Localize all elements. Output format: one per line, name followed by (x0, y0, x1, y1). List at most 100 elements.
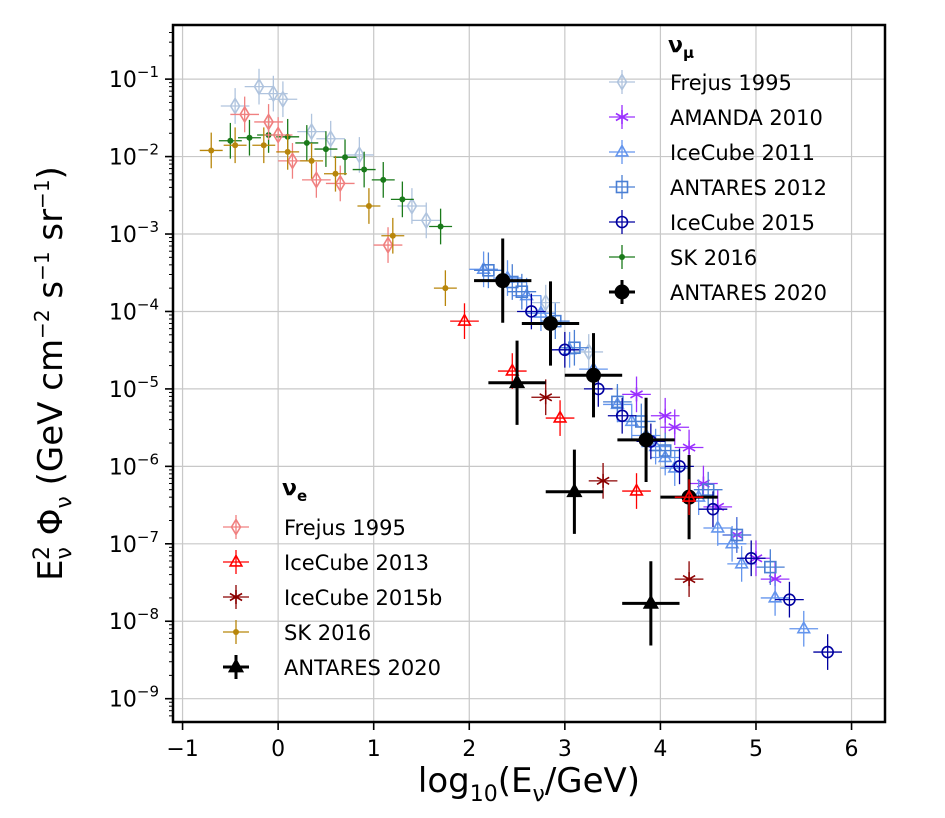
data-point (821, 645, 834, 659)
data-point (767, 589, 783, 603)
data-point (277, 90, 289, 109)
data-point (566, 482, 583, 498)
data-point (310, 170, 322, 189)
data-point (701, 483, 715, 496)
y-tick-label: 10−7 (109, 528, 159, 558)
data-point (673, 460, 686, 473)
x-tick-label: 2 (462, 737, 476, 762)
legend-label: IceCube 2011 (670, 141, 815, 165)
data-point (482, 264, 495, 277)
series-7 (230, 96, 403, 263)
legend-marker (619, 254, 625, 260)
data-point (586, 367, 602, 383)
legend-marker (614, 143, 630, 157)
legends: νμ Frejus 1995 AMANDA 2010 IceCube 2011 ANTA… (223, 33, 827, 680)
x-tick-label: 4 (653, 737, 667, 762)
data-point (239, 105, 251, 124)
series-4 (517, 293, 842, 670)
data-point (365, 203, 372, 210)
data-point (642, 594, 659, 609)
data-point (583, 342, 595, 362)
data-point (744, 551, 758, 565)
data-point (263, 112, 275, 132)
data-point (629, 482, 644, 496)
series-5 (218, 117, 453, 245)
data-point (658, 444, 672, 457)
data-point (682, 440, 696, 455)
data-point (420, 211, 432, 230)
y-tick-label: 10−2 (109, 141, 159, 171)
data-point (638, 432, 654, 448)
legend-marker (227, 658, 245, 673)
data-point (322, 146, 329, 153)
data-point (306, 122, 318, 141)
x-tick-label: 3 (558, 737, 572, 762)
data-point (361, 166, 368, 173)
legend-label: Frejus 1995 (670, 71, 792, 95)
data-point (558, 343, 572, 357)
data-point (342, 154, 349, 161)
data-point (308, 157, 315, 164)
data-point (303, 139, 310, 146)
series-9 (531, 379, 704, 597)
legend-label: ANTARES 2012 (670, 176, 827, 200)
legend-marker (616, 72, 628, 92)
legend-marker (228, 553, 244, 567)
legend-label: SK 2016 (670, 246, 757, 270)
legend-marker (615, 110, 629, 124)
data-point (284, 148, 291, 155)
data-point (730, 528, 744, 542)
y-tick-label: 10−4 (109, 295, 159, 325)
legend-marker (229, 590, 243, 604)
x-tick-label: 0 (271, 737, 285, 762)
y-tick-label: 10−6 (109, 450, 159, 480)
data-point (495, 273, 511, 289)
data-point (681, 489, 697, 502)
data-point (272, 125, 284, 145)
legend-label: SK 2016 (284, 621, 371, 645)
data-point (540, 293, 552, 312)
data-point (796, 620, 811, 634)
y-axis-label: Eν2 Φν (GeV cm−2 s−1 sr−1) (30, 166, 77, 581)
legend-label: ANTARES 2020 (284, 656, 441, 680)
data-point (325, 129, 337, 148)
data-point (682, 572, 696, 587)
y-tick-label: 10−3 (109, 218, 159, 248)
data-point (519, 287, 534, 301)
data-point (399, 196, 406, 203)
legend-0: νμ Frejus 1995 AMANDA 2010 IceCube 2011 ANTA… (609, 33, 827, 305)
data-point (267, 84, 279, 103)
data-point (611, 395, 624, 409)
data-point (332, 170, 339, 177)
y-tick-label: 10−5 (109, 373, 159, 403)
legend-marker (233, 629, 239, 635)
x-tick-label: 1 (367, 737, 381, 762)
legend-label: ANTARES 2020 (670, 281, 827, 305)
x-tick-label: 5 (749, 737, 763, 762)
data-point (630, 387, 643, 402)
data-point (624, 413, 639, 427)
data-point (658, 408, 672, 423)
legend-label: IceCube 2013 (284, 551, 429, 575)
plot-frame (171, 23, 887, 724)
data-point (515, 285, 529, 298)
data-point (260, 142, 267, 149)
data-point (706, 502, 720, 516)
data-point (724, 535, 740, 549)
data-point (457, 313, 472, 326)
data-point (334, 174, 346, 193)
legend-label: IceCube 2015b (284, 586, 442, 610)
legend-marker (230, 517, 242, 537)
x-tick-label: −1 (166, 737, 198, 762)
y-tick-label: 10−9 (109, 683, 159, 713)
data-point (615, 409, 629, 423)
series-10 (199, 127, 457, 306)
data-point (442, 285, 449, 292)
axis-ticks: −1 0 1 2 3 4 5 6 10−9 10−8 10−7 10−6 10−5 10−4 10−3 10−… (109, 32, 859, 762)
legend-marker (615, 215, 629, 229)
legend-1: νe Frejus 1995 IceCube 2013 IceCube 2015b SK… (223, 476, 442, 680)
data-point (382, 236, 394, 255)
data-point (568, 341, 581, 355)
data-point (208, 147, 215, 154)
